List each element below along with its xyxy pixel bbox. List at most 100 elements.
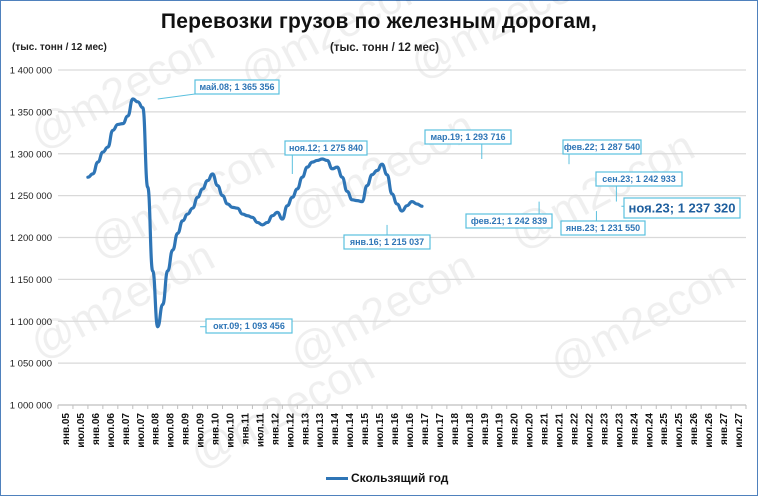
y-tick-label: 1 250 000 bbox=[10, 191, 52, 202]
x-tick-label: янв.10 bbox=[211, 413, 222, 445]
label-box bbox=[205, 318, 293, 334]
x-tick-label: июл.18 bbox=[465, 413, 476, 448]
x-tick-label: июл.06 bbox=[106, 413, 117, 448]
x-tick-label: июл.08 bbox=[166, 413, 177, 448]
y-tick-label: 1 050 000 bbox=[10, 359, 52, 370]
label-text: фев.22; 1 287 540 bbox=[564, 142, 640, 152]
x-tick-label: июл.09 bbox=[196, 413, 207, 448]
data-label: май.08; 1 365 356 bbox=[157, 79, 280, 100]
watermark-text: @m2econ bbox=[282, 101, 483, 239]
x-tick-label: июл.13 bbox=[315, 413, 326, 448]
x-tick-label: июл.16 bbox=[405, 413, 416, 448]
x-tick-label: июл.17 bbox=[435, 413, 446, 448]
y-tick-label: 1 150 000 bbox=[10, 275, 52, 286]
x-tick-label: янв.07 bbox=[121, 413, 132, 445]
data-label: мар.19; 1 293 716 bbox=[424, 129, 512, 160]
x-tick-label: июл.19 bbox=[495, 413, 506, 448]
x-tick-label: июл.25 bbox=[674, 413, 685, 448]
x-tick-label: янв.13 bbox=[300, 413, 311, 445]
x-tick-label: янв.16 bbox=[390, 413, 401, 445]
x-tick-label: июл.26 bbox=[704, 413, 715, 448]
x-tick-label: янв.11 bbox=[240, 413, 251, 445]
legend: Скользящий год bbox=[326, 471, 448, 485]
x-tick-label: янв.06 bbox=[91, 413, 102, 445]
leader-line bbox=[157, 93, 196, 100]
label-text: ноя.12; 1 275 840 bbox=[289, 143, 363, 153]
x-tick-label: июл.20 bbox=[525, 413, 536, 448]
label-box bbox=[562, 139, 642, 155]
data-label: янв.23; 1 231 550 bbox=[560, 211, 646, 236]
label-text: фев.21; 1 242 839 bbox=[471, 216, 547, 226]
x-tick-label: янв.23 bbox=[599, 413, 610, 445]
x-tick-label: июл.07 bbox=[136, 413, 147, 448]
label-text: сен.23; 1 242 933 bbox=[602, 174, 676, 184]
watermark-text: @m2econ bbox=[22, 21, 223, 159]
watermark-text: @m2econ bbox=[542, 251, 743, 389]
label-box bbox=[595, 171, 683, 187]
x-tick-label: янв.27 bbox=[719, 413, 730, 445]
label-text: май.08; 1 365 356 bbox=[199, 82, 274, 92]
legend-label: Скользящий год bbox=[351, 471, 449, 485]
y-axis-unit: (тыс. тонн / 12 мес) bbox=[12, 42, 107, 53]
label-box bbox=[343, 234, 431, 250]
data-label: янв.16; 1 215 037 bbox=[343, 224, 431, 250]
x-tick-label: июл.15 bbox=[375, 413, 386, 448]
x-tick-label: янв.20 bbox=[510, 413, 521, 445]
y-tick-label: 1 400 000 bbox=[10, 66, 52, 77]
chart-subtitle: (тыс. тонн / 12 мес) bbox=[330, 42, 440, 54]
y-tick-label: 1 300 000 bbox=[10, 149, 52, 160]
x-tick-label: янв.26 bbox=[689, 413, 700, 445]
label-text: мар.19; 1 293 716 bbox=[430, 132, 505, 142]
data-label: фев.22; 1 287 540 bbox=[562, 139, 642, 165]
x-tick-label: янв.17 bbox=[420, 413, 431, 445]
data-label: сен.23; 1 242 933 bbox=[595, 171, 683, 202]
label-text: окт.09; 1 093 456 bbox=[213, 321, 285, 331]
x-tick-label: июл.27 bbox=[734, 413, 745, 448]
chart-title: Перевозки грузов по железным дорогам, bbox=[160, 10, 598, 33]
label-box bbox=[465, 213, 553, 229]
label-box bbox=[623, 197, 741, 219]
series-line bbox=[86, 97, 424, 329]
label-box bbox=[424, 129, 512, 145]
x-tick-label: янв.25 bbox=[659, 413, 670, 445]
y-tick-label: 1 100 000 bbox=[10, 317, 52, 328]
data-label: ноя.23; 1 237 320 bbox=[621, 197, 741, 219]
watermark-text: @m2econ bbox=[282, 241, 483, 379]
x-tick-label: янв.05 bbox=[61, 413, 72, 445]
data-label: окт.09; 1 093 456 bbox=[200, 318, 293, 334]
x-tick-label: янв.15 bbox=[360, 413, 371, 445]
data-label: фев.21; 1 242 839 bbox=[465, 201, 553, 229]
data-label: ноя.12; 1 275 840 bbox=[284, 140, 368, 174]
y-tick-label: 1 350 000 bbox=[10, 107, 52, 118]
x-tick-label: июл.05 bbox=[76, 413, 87, 448]
label-box bbox=[194, 79, 280, 95]
label-text: ноя.23; 1 237 320 bbox=[628, 201, 735, 216]
label-text: янв.23; 1 231 550 bbox=[566, 223, 640, 233]
x-tick-label: июл.21 bbox=[555, 413, 566, 448]
y-tick-label: 1 000 000 bbox=[10, 401, 52, 412]
x-tick-label: июл.10 bbox=[226, 413, 237, 448]
x-tick-label: июл.24 bbox=[644, 413, 655, 448]
x-tick-label: янв.22 bbox=[570, 413, 581, 445]
x-tick-label: янв.08 bbox=[151, 413, 162, 445]
x-tick-label: июл.12 bbox=[285, 413, 296, 448]
x-tick-label: янв.24 bbox=[629, 413, 640, 445]
x-tick-label: июл.14 bbox=[345, 413, 356, 448]
x-tick-label: янв.09 bbox=[181, 413, 192, 445]
x-tick-label: янв.14 bbox=[330, 413, 341, 445]
x-tick-label: янв.19 bbox=[480, 413, 491, 445]
x-tick-label: июл.23 bbox=[614, 413, 625, 448]
x-tick-label: янв.12 bbox=[270, 413, 281, 445]
watermark-text: @m2econ bbox=[402, 0, 603, 89]
x-tick-label: июл.11 bbox=[255, 413, 266, 448]
label-box bbox=[560, 220, 646, 236]
watermark-text: @m2econ bbox=[182, 341, 383, 479]
y-tick-label: 1 200 000 bbox=[10, 233, 52, 244]
x-tick-label: янв.21 bbox=[540, 413, 551, 445]
x-tick-label: июл.22 bbox=[584, 413, 595, 448]
x-tick-label: янв.18 bbox=[450, 413, 461, 445]
label-box bbox=[284, 140, 368, 156]
legend-swatch bbox=[326, 476, 348, 480]
label-text: янв.16; 1 215 037 bbox=[350, 237, 424, 247]
